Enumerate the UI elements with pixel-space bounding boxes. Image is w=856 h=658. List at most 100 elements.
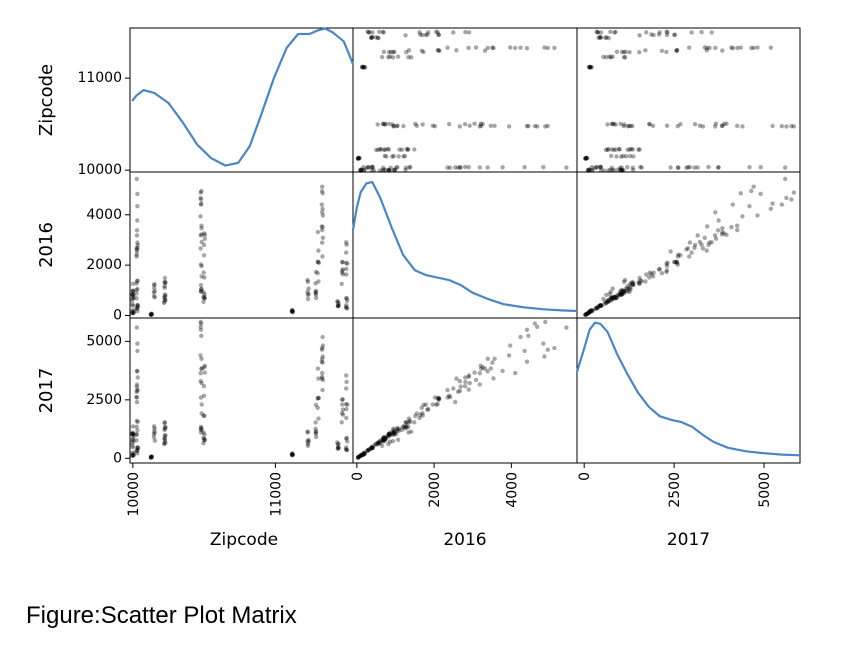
- point-2017-2016-173: [466, 373, 472, 378]
- point-2017-Zipcode-146: [320, 343, 326, 348]
- point-2017-2016-95: [543, 319, 548, 325]
- point-Zipcode-2017-22: [684, 165, 689, 170]
- point-2017-2016-133: [436, 395, 441, 401]
- point-2016-Zipcode-23: [134, 254, 139, 259]
- point-Zipcode-2016-15: [383, 167, 388, 173]
- point-2016-2017-101: [713, 236, 719, 241]
- point-Zipcode-2016-42: [364, 165, 369, 170]
- point-2016-2017-70: [625, 283, 630, 289]
- point-2017-2016-148: [524, 359, 530, 364]
- point-2016-2017-135: [659, 271, 665, 276]
- point-Zipcode-2017-36: [638, 164, 643, 170]
- point-2017-2016-48: [370, 445, 375, 450]
- point-2016-2017-162: [649, 271, 654, 277]
- point-2017-2016-52: [356, 455, 361, 460]
- point-2017-2016-171: [463, 379, 468, 385]
- point-2016-2017-57: [614, 294, 619, 299]
- point-Zipcode-2016-119: [390, 55, 396, 60]
- point-Zipcode-2016-163: [423, 32, 429, 38]
- point-2017-Zipcode-137: [315, 396, 320, 401]
- point-2017-Zipcode-74: [162, 420, 167, 426]
- point-Zipcode-2017-157: [603, 35, 608, 40]
- point-2017-Zipcode-136: [315, 366, 321, 371]
- point-2017-Zipcode-169: [344, 415, 349, 421]
- point-Zipcode-2016-120: [409, 55, 414, 60]
- point-2016-2017-66: [609, 297, 614, 303]
- point-Zipcode-2016-104: [413, 121, 418, 127]
- point-2016-2017-114: [587, 309, 593, 314]
- point-2016-2017-137: [674, 259, 679, 264]
- point-Zipcode-2016-134: [406, 48, 412, 53]
- point-Zipcode-2017-151: [751, 45, 756, 51]
- point-Zipcode-2016-137: [437, 48, 442, 53]
- point-2017-Zipcode-5: [130, 453, 135, 458]
- point-2016-Zipcode-61: [151, 290, 157, 295]
- point-2016-Zipcode-147: [319, 188, 325, 194]
- y-tick-label-2016-2: 4000: [86, 207, 122, 223]
- point-2017-Zipcode-87: [198, 371, 203, 376]
- point-Zipcode-2017-156: [596, 35, 601, 40]
- point-2016-2017-4: [587, 310, 592, 315]
- point-2017-Zipcode-44: [135, 445, 140, 450]
- point-2016-2017-148: [730, 202, 735, 207]
- point-2017-2016-1: [358, 453, 363, 459]
- point-Zipcode-2016-149: [513, 45, 518, 51]
- point-2017-Zipcode-42: [134, 448, 139, 454]
- point-2017-2016-104: [413, 413, 418, 419]
- point-2016-2017-107: [605, 299, 610, 305]
- point-2016-2017-158: [598, 303, 604, 309]
- point-Zipcode-2017-13: [598, 167, 604, 173]
- point-2016-2017-65: [605, 299, 611, 304]
- point-2016-2017-28: [747, 204, 752, 209]
- x-tick-label-Zipcode-0: 10000: [126, 472, 142, 517]
- panel-2017-vs-2017: [576, 317, 801, 464]
- point-Zipcode-2017-57: [614, 154, 619, 159]
- point-Zipcode-2016-64: [385, 146, 390, 152]
- point-2016-Zipcode-105: [201, 294, 206, 300]
- point-2017-Zipcode-106: [202, 438, 207, 443]
- point-2016-2017-73: [629, 280, 634, 286]
- point-2017-Zipcode-149: [320, 370, 325, 376]
- point-2016-2017-53: [585, 311, 590, 316]
- point-2017-2016-177: [377, 439, 382, 444]
- point-2017-2016-115: [362, 451, 368, 456]
- point-2017-2016-124: [379, 443, 385, 448]
- point-2017-2016-109: [380, 437, 386, 442]
- point-2017-Zipcode-16: [130, 430, 135, 435]
- point-2017-2016-29: [477, 382, 482, 387]
- point-2016-Zipcode-79: [199, 287, 204, 292]
- point-2017-2016-44: [370, 445, 375, 450]
- point-Zipcode-2016-116: [361, 65, 366, 70]
- point-2017-Zipcode-18: [130, 440, 135, 445]
- point-2017-2016-135: [419, 405, 424, 410]
- x-tick-label-2016-0: 0: [350, 472, 366, 481]
- point-2017-Zipcode-175: [344, 445, 349, 450]
- point-2017-Zipcode-143: [320, 356, 325, 361]
- point-2016-Zipcode-11: [130, 292, 135, 297]
- point-2016-2017-122: [607, 291, 612, 297]
- point-Zipcode-2017-103: [724, 121, 729, 126]
- point-Zipcode-2016-97: [488, 123, 493, 128]
- point-Zipcode-2017-146: [755, 45, 760, 50]
- point-2016-2017-74: [636, 280, 641, 285]
- point-Zipcode-2016-101: [472, 121, 477, 126]
- point-2016-Zipcode-101: [202, 236, 207, 241]
- point-2017-2016-45: [365, 448, 371, 453]
- point-2016-2017-55: [583, 312, 588, 317]
- point-2016-Zipcode-119: [305, 289, 310, 295]
- point-2017-Zipcode-38: [134, 418, 140, 424]
- point-Zipcode-2017-80: [626, 123, 632, 128]
- point-2017-Zipcode-75: [163, 440, 168, 445]
- point-Zipcode-2017-54: [583, 156, 588, 161]
- y-tick-label-2017-2: 5000: [86, 333, 122, 349]
- point-Zipcode-2017-173: [709, 30, 714, 35]
- point-Zipcode-2017-71: [630, 147, 635, 152]
- point-2017-2016-103: [478, 363, 483, 368]
- point-Zipcode-2016-152: [491, 45, 496, 51]
- point-2017-2016-30: [564, 325, 569, 330]
- point-2016-Zipcode-76: [162, 285, 167, 290]
- y-tick-label-2017-0: 0: [113, 450, 122, 466]
- point-2017-2016-0: [358, 453, 363, 458]
- point-2017-2016-46: [369, 445, 374, 450]
- point-Zipcode-2017-41: [625, 165, 630, 170]
